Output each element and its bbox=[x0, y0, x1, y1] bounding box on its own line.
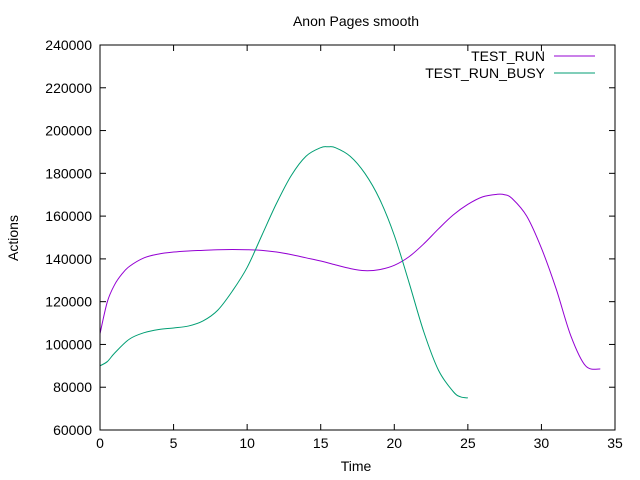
x-tick-label: 30 bbox=[534, 435, 550, 451]
legend-label: TEST_RUN_BUSY bbox=[425, 65, 545, 81]
series-line-test-run bbox=[99, 193, 601, 370]
y-tick-label: 100000 bbox=[45, 336, 92, 352]
plot-frame bbox=[99, 44, 616, 431]
axis-ticks: 0 5 10 15 20 25 30 35 60000 80000 100000 120000 1400… bbox=[45, 37, 623, 451]
legend-label: TEST_RUN bbox=[471, 48, 545, 64]
chart-title: Anon Pages smooth bbox=[293, 13, 419, 29]
y-tick-label: 220000 bbox=[45, 80, 92, 96]
y-tick-label: 180000 bbox=[45, 165, 92, 181]
x-tick-label: 35 bbox=[607, 435, 623, 451]
y-tick-label: 60000 bbox=[53, 422, 92, 438]
series-line-test-run-busy bbox=[99, 146, 468, 399]
x-tick-label: 20 bbox=[386, 435, 402, 451]
y-tick-label: 160000 bbox=[45, 208, 92, 224]
y-tick-label: 200000 bbox=[45, 123, 92, 139]
y-axis-label: Actions bbox=[5, 215, 21, 261]
x-tick-label: 15 bbox=[313, 435, 329, 451]
y-tick-label: 240000 bbox=[45, 37, 92, 53]
y-tick-label: 140000 bbox=[45, 251, 92, 267]
x-tick-label: 25 bbox=[460, 435, 476, 451]
x-tick-label: 10 bbox=[239, 435, 255, 451]
x-tick-label: 0 bbox=[96, 435, 104, 451]
x-axis-label: Time bbox=[341, 458, 372, 474]
x-tick-label: 5 bbox=[170, 435, 178, 451]
y-tick-label: 80000 bbox=[53, 379, 92, 395]
y-tick-label: 120000 bbox=[45, 294, 92, 310]
series-layer bbox=[99, 146, 601, 399]
